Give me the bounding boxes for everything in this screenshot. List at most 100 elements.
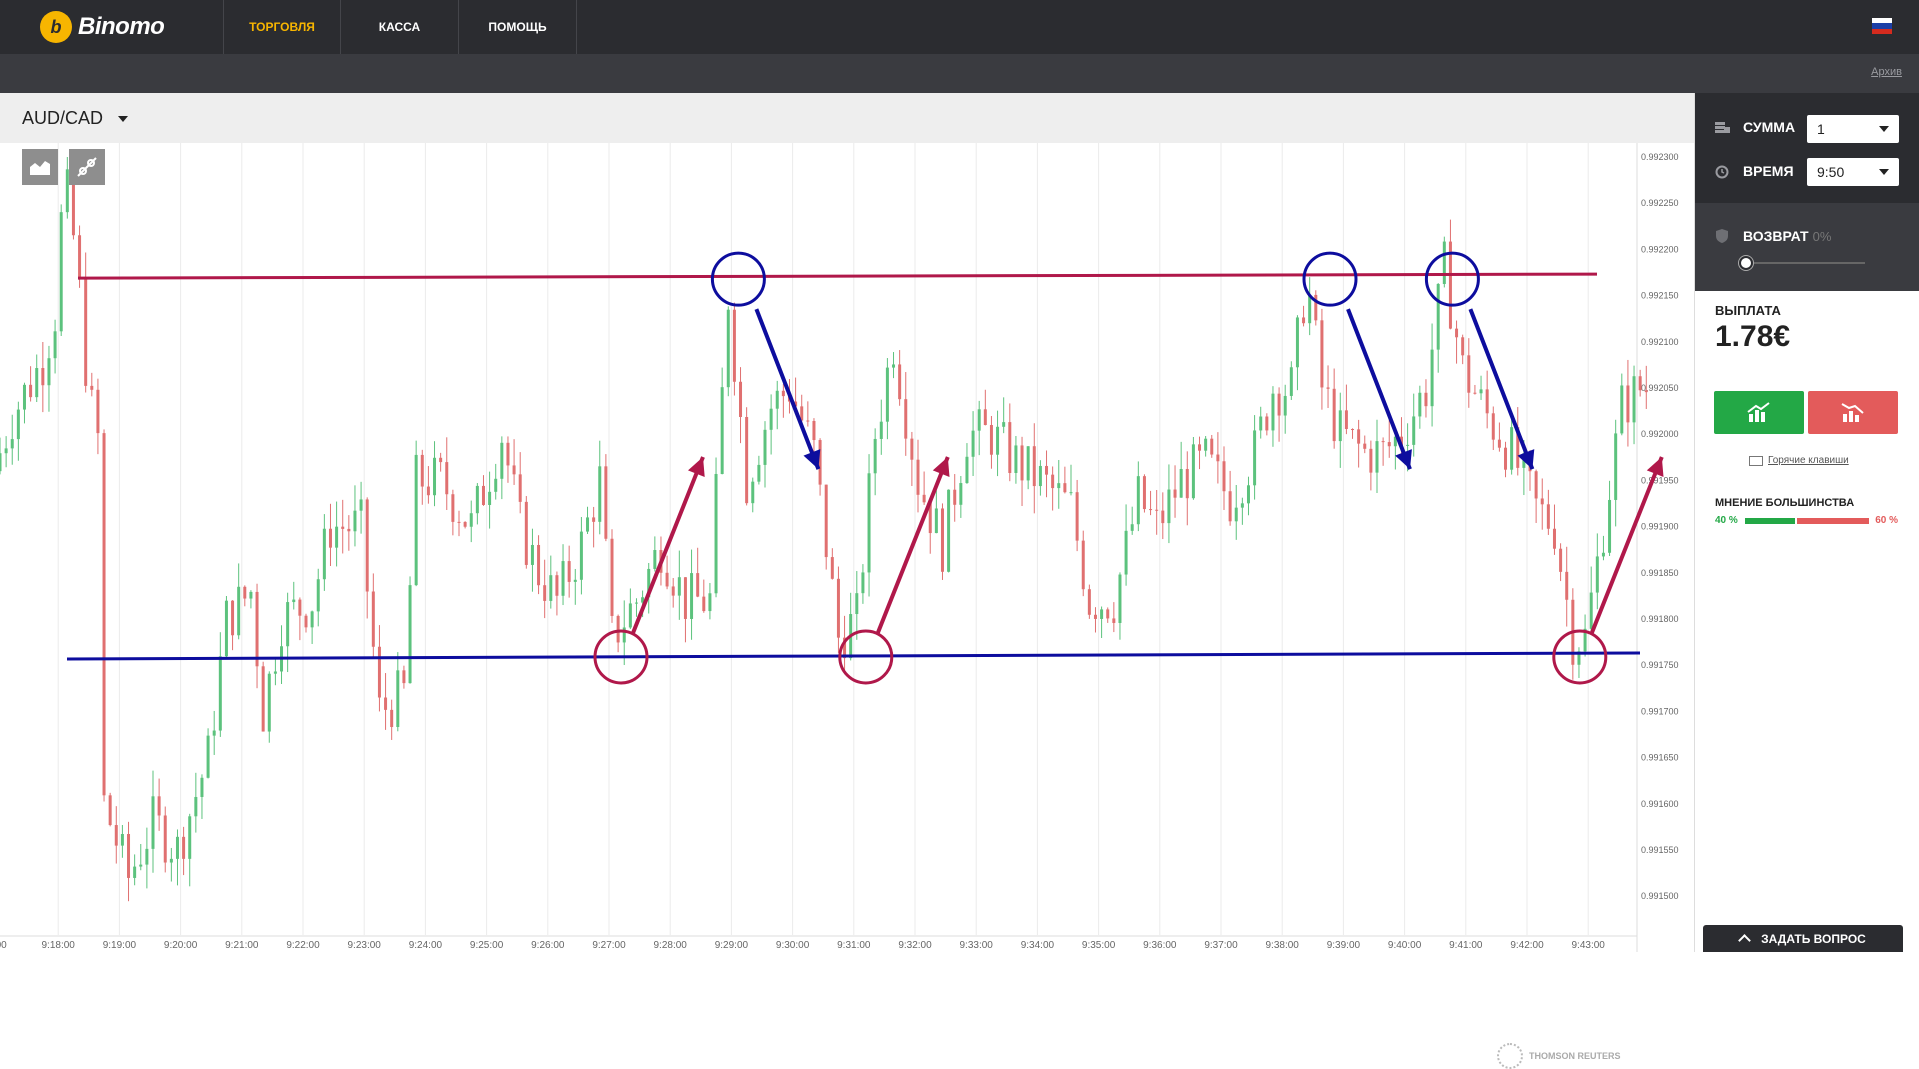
candle-body [120,834,124,846]
candle-body [1198,444,1202,451]
chart-header: AUD/CAD [0,93,1694,143]
reuters-logo-icon [1497,1043,1523,1069]
candle-body [188,816,192,859]
candle-body [335,526,339,548]
indicator-tool-button[interactable] [69,149,105,185]
candle-body [35,368,39,398]
y-tick-label: 0.992150 [1641,291,1679,301]
candle-body [1295,317,1299,368]
candle-body [683,577,687,619]
y-tick-label: 0.991950 [1641,475,1679,485]
candle-body [836,578,840,638]
nav-help[interactable]: ПОМОЩЬ [458,0,577,54]
candle-body [426,486,430,496]
data-provider-label: THOMSON REUTERS [1529,1051,1621,1061]
candle-body [1283,395,1287,416]
x-tick-label: 9:25:00 [470,940,504,951]
candle-body [530,544,534,565]
candle-body [953,489,957,505]
candle-body [1240,503,1244,508]
payout-label: ВЫПЛАТА [1715,303,1781,318]
down-arrow [1468,308,1535,470]
candle-body [561,561,565,596]
candle-body [1246,485,1250,504]
call-up-button[interactable] [1714,391,1804,434]
nav-cash[interactable]: КАССА [340,0,458,54]
candle-body [469,513,473,527]
candle-body [1185,468,1189,499]
candle-body [567,561,571,582]
candle-body [794,401,798,407]
y-tick-label: 0.992300 [1641,152,1679,162]
candle-body [763,429,767,465]
chart-up-icon [1747,401,1770,422]
candle-body [102,433,106,796]
candle-body [977,409,981,431]
time-select[interactable]: 9:50 [1807,158,1899,186]
alarm-clock-icon [1713,163,1731,179]
candle-body [1351,429,1355,431]
candle-body [206,735,210,778]
candle-body [1516,427,1520,468]
put-down-button[interactable] [1808,391,1898,434]
candle-body [989,425,993,455]
return-slider-handle[interactable] [1739,256,1753,270]
candle-body [1473,392,1477,394]
candle-body [800,406,804,421]
candle-body [873,438,877,474]
ask-question-button[interactable]: ЗАДАТЬ ВОПРОС [1703,925,1903,952]
language-flag-icon[interactable] [1872,18,1892,34]
y-tick-label: 0.992250 [1641,198,1679,208]
price-chart[interactable]: 0.992300 0.992250 0.992200 0.992150 0.992100… [0,143,1694,1069]
candlestick-chart[interactable]: 0.992300 0.992250 0.992200 0.992150 0.992100… [0,143,1694,952]
candle-body [1167,489,1171,524]
candle-body [671,586,675,596]
sub-bar: Архив [0,54,1919,93]
area-chart-tool-button[interactable] [22,149,58,185]
y-tick-label: 0.992000 [1641,429,1679,439]
candle-body [1038,465,1042,487]
up-arrow [875,456,950,634]
binomo-logo[interactable]: b Binomo [40,10,165,44]
asset-selector[interactable]: AUD/CAD [22,108,104,128]
candle-body [1106,609,1110,619]
chevron-down-icon[interactable] [118,116,128,122]
candle-body [518,474,522,502]
candle-body [353,510,357,532]
candle-body [365,499,369,592]
x-tick-label: 9:19:00 [103,940,137,951]
candle-body [665,572,669,587]
x-tick-label: 9:41:00 [1449,940,1483,951]
candle-body [1026,446,1030,481]
down-arrow [754,308,821,470]
candle-body [959,483,963,505]
amount-select[interactable]: 1 [1807,115,1899,143]
candle-body [1589,592,1593,629]
candle-body [573,579,577,582]
up-arrow-head [1646,456,1664,478]
candle-body [579,531,583,580]
candle-body [934,508,938,534]
candle-body [267,673,271,732]
candle-body [0,453,2,472]
candle-body [1051,474,1055,489]
candle-body [249,591,253,599]
candle-body [892,364,896,368]
candle-body [1265,416,1269,431]
x-tick-label: 9:28:00 [654,940,688,951]
archive-link[interactable]: Архив [1871,66,1902,78]
return-slider-track[interactable] [1745,262,1865,264]
candle-body [451,494,455,522]
candle-body [726,309,730,388]
amount-row: СУММА [1713,119,1795,135]
nav-trade[interactable]: ТОРГОВЛЯ [223,0,340,54]
candle-body [1020,445,1024,481]
hotkeys-link[interactable]: Горячие клавиши [1749,455,1849,466]
candle-body [16,409,20,440]
candle-body [543,585,547,601]
candle-body [885,367,889,422]
candle-body [231,600,235,636]
candle-body [622,627,626,643]
panel-return-area [1695,203,1919,291]
y-tick-label: 0.991600 [1641,799,1679,809]
